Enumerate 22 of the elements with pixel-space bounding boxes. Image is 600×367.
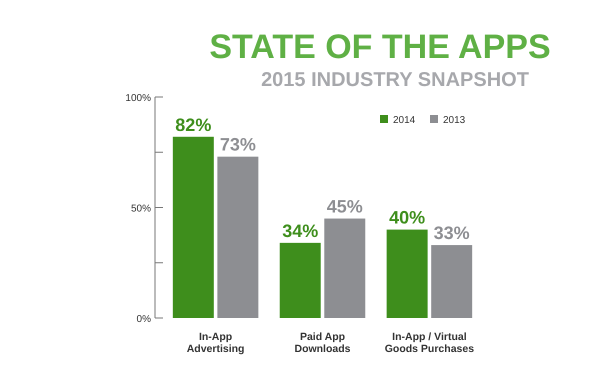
bar (172, 136, 214, 318)
bar (280, 242, 321, 318)
y-tick-label: 100% (125, 93, 152, 104)
bar (324, 218, 366, 318)
x-tick-label: In-App Advertising (186, 331, 244, 355)
legend-label: 2014 (393, 115, 416, 126)
y-tick-label: 0% (136, 314, 152, 325)
x-tick-label: In-App / Virtual Goods Purchases (384, 331, 474, 355)
bar (431, 245, 472, 318)
data-label: 82% (175, 114, 212, 135)
chart-subtitle: 2015 INDUSTRY SNAPSHOT (261, 69, 529, 91)
bar (386, 230, 428, 318)
data-label: 45% (326, 196, 363, 217)
data-label: 40% (389, 208, 426, 228)
y-tick-label: 50% (130, 204, 152, 214)
x-tick-label: Paid App Downloads (294, 331, 351, 355)
data-label: 33% (434, 223, 470, 244)
legend-label: 2013 (443, 115, 466, 126)
bar (217, 156, 258, 318)
data-label: 73% (220, 134, 256, 155)
chart-title: STATE OF THE APPS (209, 28, 551, 66)
data-label: 34% (282, 220, 318, 241)
